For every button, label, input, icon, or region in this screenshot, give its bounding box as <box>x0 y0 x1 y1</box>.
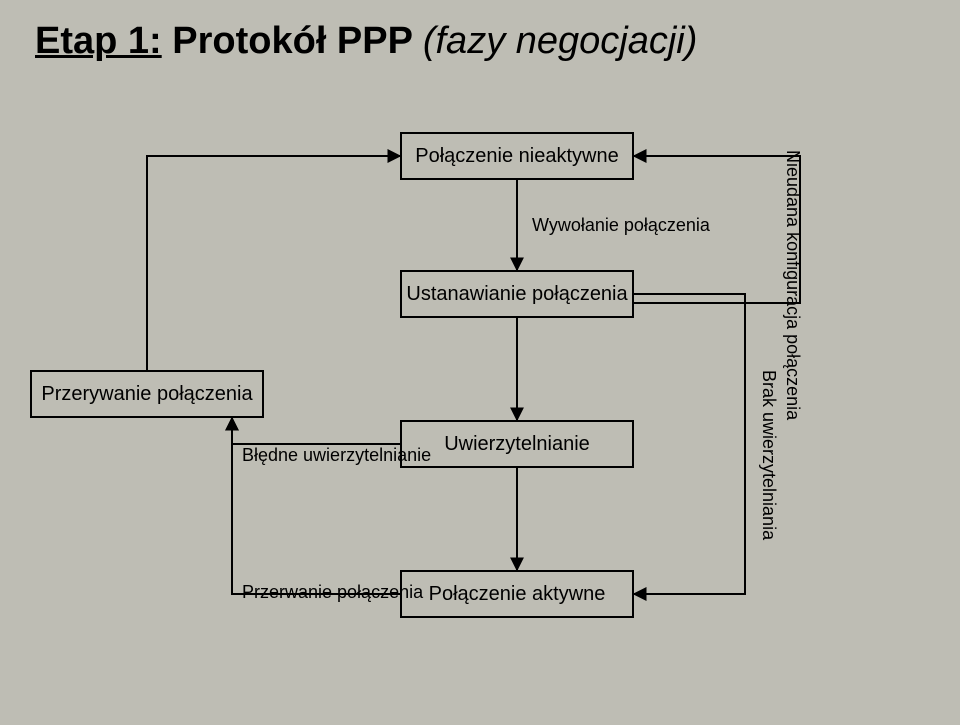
title-suffix: (fazy negocjacji) <box>423 20 698 62</box>
edge-label-call: Wywołanie połączenia <box>532 215 710 236</box>
title-mid: Protokół PPP <box>162 20 423 62</box>
node-connection-active: Połączenie aktywne <box>400 570 634 618</box>
title-prefix: Etap 1: <box>35 20 162 62</box>
node-label: Uwierzytelnianie <box>444 433 590 456</box>
page-title: Etap 1: Protokół PPP (fazy negocjacji) <box>35 20 697 63</box>
node-connection-inactive: Połączenie nieaktywne <box>400 132 634 180</box>
node-label: Połączenie nieaktywne <box>415 145 618 168</box>
node-label: Przerywanie połączenia <box>41 383 252 406</box>
node-interrupting-connection: Przerywanie połączenia <box>30 370 264 418</box>
node-label: Ustanawianie połączenia <box>406 283 627 306</box>
node-label: Połączenie aktywne <box>429 583 606 606</box>
edge-label-break: Przerwanie połączenia <box>242 582 423 603</box>
edge-label-bad-auth: Błędne uwierzytelnianie <box>242 445 431 466</box>
node-authentication: Uwierzytelnianie <box>400 420 634 468</box>
node-establishing-connection: Ustanawianie połączenia <box>400 270 634 318</box>
edge-label-no-auth: Brak uwierzytelniania <box>758 370 779 540</box>
edge-label-failed-config: Nieudana konfiguracja połączenia <box>782 150 803 420</box>
